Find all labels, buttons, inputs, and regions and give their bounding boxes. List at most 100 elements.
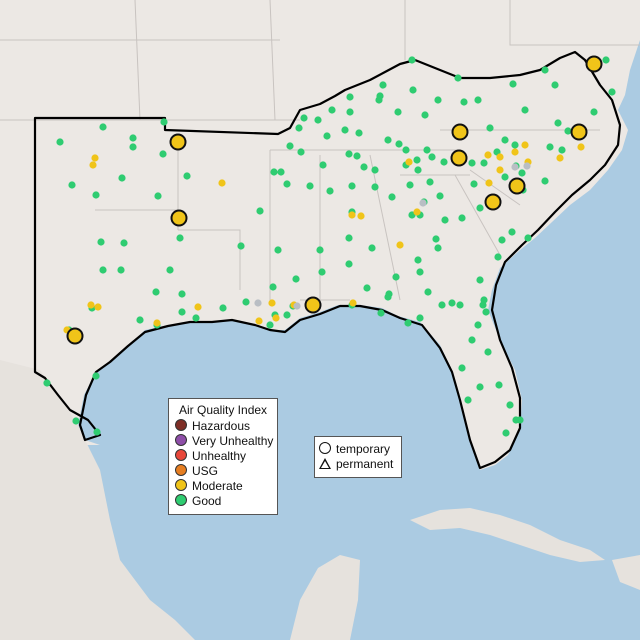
good-site[interactable] bbox=[323, 132, 331, 140]
good-site[interactable] bbox=[242, 298, 250, 306]
good-site[interactable] bbox=[414, 256, 422, 264]
good-site[interactable] bbox=[56, 138, 64, 146]
moderate-site[interactable] bbox=[357, 212, 365, 220]
good-site[interactable] bbox=[524, 234, 532, 242]
good-site[interactable] bbox=[392, 273, 400, 281]
good-site[interactable] bbox=[416, 314, 424, 322]
good-site[interactable] bbox=[388, 193, 396, 201]
good-site[interactable] bbox=[546, 143, 554, 151]
good-site[interactable] bbox=[43, 379, 51, 387]
good-site[interactable] bbox=[219, 304, 227, 312]
good-site[interactable] bbox=[602, 56, 610, 64]
good-site[interactable] bbox=[486, 124, 494, 132]
good-site[interactable] bbox=[558, 146, 566, 154]
good-site[interactable] bbox=[300, 114, 308, 122]
good-site[interactable] bbox=[402, 146, 410, 154]
good-site[interactable] bbox=[502, 429, 510, 437]
moderate-site[interactable] bbox=[153, 319, 161, 327]
good-site[interactable] bbox=[460, 98, 468, 106]
good-site[interactable] bbox=[458, 364, 466, 372]
good-site[interactable] bbox=[266, 321, 274, 329]
good-site[interactable] bbox=[456, 301, 464, 309]
moderate-site[interactable] bbox=[194, 303, 202, 311]
good-site[interactable] bbox=[68, 181, 76, 189]
good-site[interactable] bbox=[360, 163, 368, 171]
good-site[interactable] bbox=[316, 246, 324, 254]
moderate-site[interactable] bbox=[484, 151, 492, 159]
good-site[interactable] bbox=[436, 192, 444, 200]
good-site[interactable] bbox=[541, 177, 549, 185]
good-site[interactable] bbox=[297, 148, 305, 156]
good-site[interactable] bbox=[118, 174, 126, 182]
good-site[interactable] bbox=[438, 301, 446, 309]
good-site[interactable] bbox=[159, 150, 167, 158]
good-site[interactable] bbox=[319, 161, 327, 169]
good-site[interactable] bbox=[237, 242, 245, 250]
good-site[interactable] bbox=[92, 191, 100, 199]
good-site[interactable] bbox=[511, 141, 519, 149]
moderate-site[interactable] bbox=[349, 299, 357, 307]
good-site[interactable] bbox=[408, 56, 416, 64]
good-site[interactable] bbox=[432, 235, 440, 243]
good-site[interactable] bbox=[129, 134, 137, 142]
good-site[interactable] bbox=[375, 96, 383, 104]
no-data-site[interactable] bbox=[254, 299, 262, 307]
moderate-site[interactable] bbox=[268, 299, 276, 307]
good-site[interactable] bbox=[152, 288, 160, 296]
good-site[interactable] bbox=[99, 266, 107, 274]
temporary-moderate-site[interactable] bbox=[570, 123, 588, 141]
good-site[interactable] bbox=[476, 204, 484, 212]
moderate-site[interactable] bbox=[496, 153, 504, 161]
moderate-site[interactable] bbox=[89, 161, 97, 169]
no-data-site[interactable] bbox=[511, 163, 519, 171]
temporary-moderate-site[interactable] bbox=[451, 123, 469, 141]
good-site[interactable] bbox=[476, 276, 484, 284]
good-site[interactable] bbox=[160, 118, 168, 126]
temporary-moderate-site[interactable] bbox=[66, 327, 84, 345]
good-site[interactable] bbox=[99, 123, 107, 131]
good-site[interactable] bbox=[416, 268, 424, 276]
moderate-site[interactable] bbox=[348, 211, 356, 219]
good-site[interactable] bbox=[318, 268, 326, 276]
good-site[interactable] bbox=[274, 246, 282, 254]
good-site[interactable] bbox=[92, 372, 100, 380]
good-site[interactable] bbox=[355, 129, 363, 137]
good-site[interactable] bbox=[516, 416, 524, 424]
moderate-site[interactable] bbox=[496, 166, 504, 174]
good-site[interactable] bbox=[178, 308, 186, 316]
temporary-moderate-site[interactable] bbox=[170, 209, 188, 227]
good-site[interactable] bbox=[176, 234, 184, 242]
temporary-moderate-site[interactable] bbox=[585, 55, 603, 73]
good-site[interactable] bbox=[421, 111, 429, 119]
good-site[interactable] bbox=[72, 417, 80, 425]
temporary-moderate-site[interactable] bbox=[304, 296, 322, 314]
good-site[interactable] bbox=[426, 178, 434, 186]
good-site[interactable] bbox=[404, 319, 412, 327]
no-data-site[interactable] bbox=[523, 162, 531, 170]
good-site[interactable] bbox=[154, 192, 162, 200]
good-site[interactable] bbox=[474, 96, 482, 104]
good-site[interactable] bbox=[345, 234, 353, 242]
moderate-site[interactable] bbox=[413, 208, 421, 216]
good-site[interactable] bbox=[521, 106, 529, 114]
moderate-site[interactable] bbox=[485, 179, 493, 187]
good-site[interactable] bbox=[509, 80, 517, 88]
good-site[interactable] bbox=[368, 244, 376, 252]
moderate-site[interactable] bbox=[91, 154, 99, 162]
good-site[interactable] bbox=[371, 166, 379, 174]
good-site[interactable] bbox=[482, 308, 490, 316]
good-site[interactable] bbox=[506, 401, 514, 409]
good-site[interactable] bbox=[270, 168, 278, 176]
good-site[interactable] bbox=[384, 136, 392, 144]
good-site[interactable] bbox=[484, 348, 492, 356]
good-site[interactable] bbox=[314, 116, 322, 124]
good-site[interactable] bbox=[283, 180, 291, 188]
good-site[interactable] bbox=[385, 290, 393, 298]
good-site[interactable] bbox=[346, 93, 354, 101]
good-site[interactable] bbox=[371, 183, 379, 191]
good-site[interactable] bbox=[129, 143, 137, 151]
good-site[interactable] bbox=[434, 244, 442, 252]
good-site[interactable] bbox=[348, 182, 356, 190]
moderate-site[interactable] bbox=[521, 141, 529, 149]
